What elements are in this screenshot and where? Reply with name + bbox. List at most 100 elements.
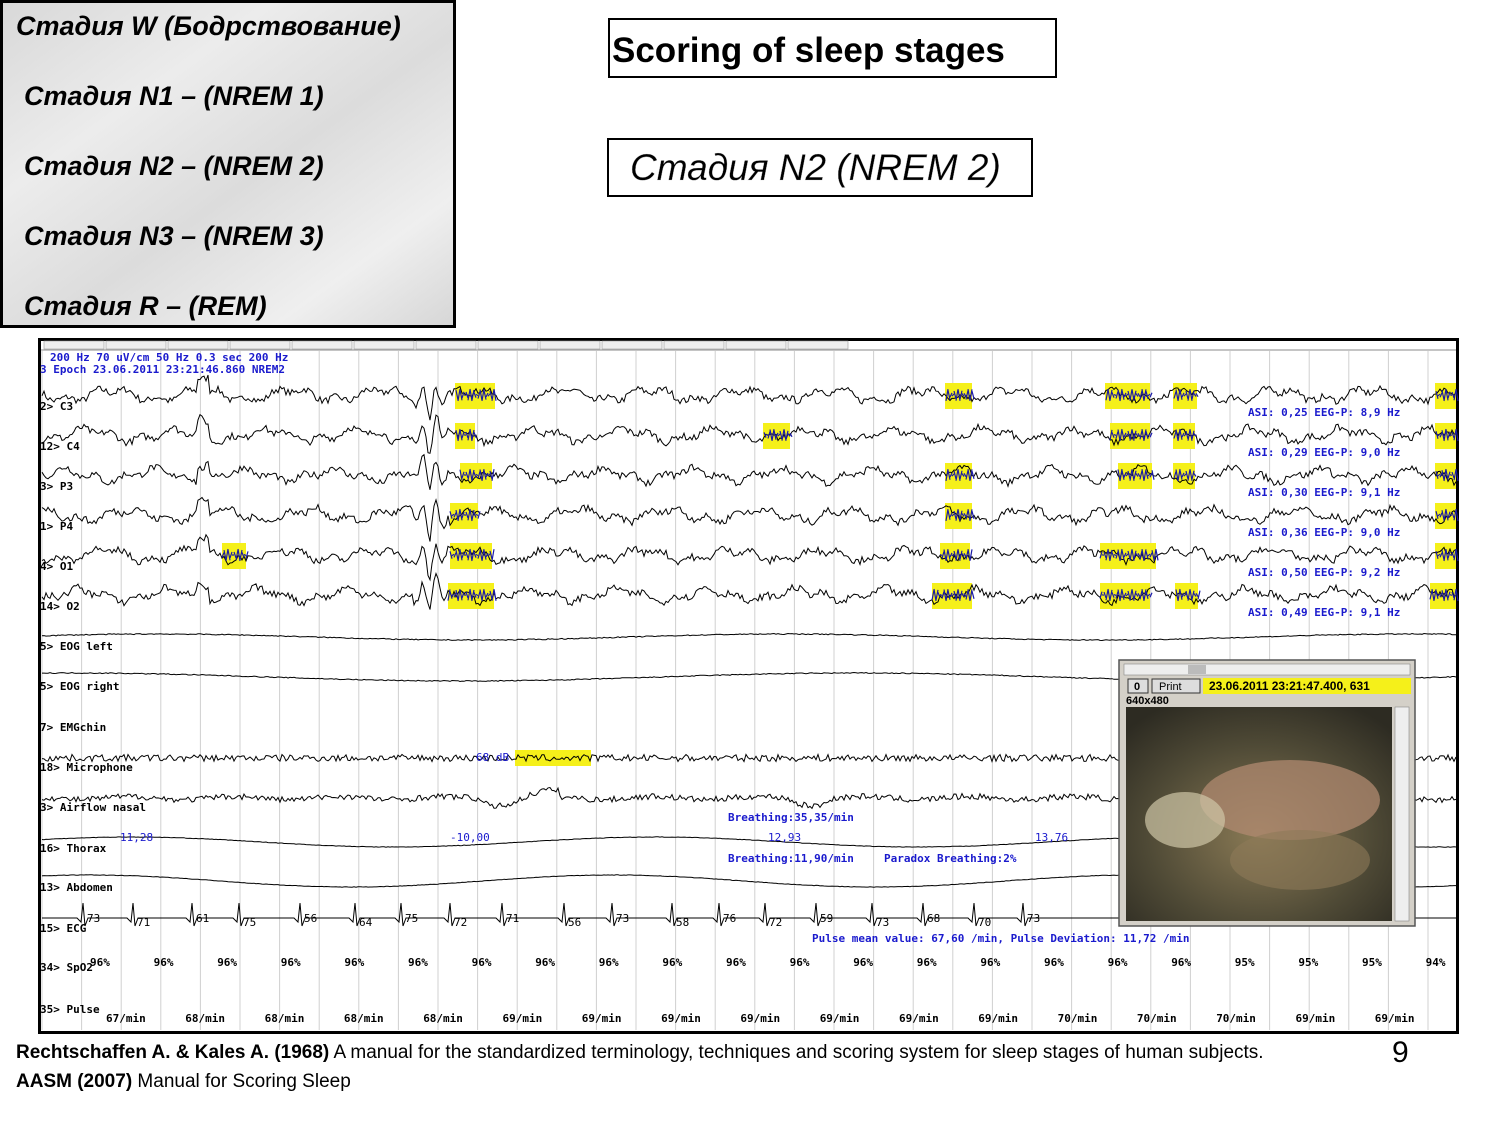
eeg-trace	[41, 374, 1457, 421]
spo2-value: 96%	[535, 956, 555, 969]
heart-rate: 72	[454, 916, 467, 929]
spo2-value: 96%	[662, 956, 682, 969]
eeg-trace	[41, 413, 1457, 454]
heart-rate: 72	[769, 916, 782, 929]
heart-rate: 56	[304, 912, 317, 925]
page-number: 9	[1392, 1036, 1409, 1069]
pulse-value: 68/min	[423, 1012, 463, 1025]
heart-rate: 56	[568, 916, 581, 929]
channel-label: 5> EOG left	[40, 640, 113, 653]
subtitle-box	[607, 138, 1033, 197]
spo2-value: 96%	[1108, 956, 1128, 969]
pulse-value: 67/min	[106, 1012, 146, 1025]
eog-left-trace	[41, 632, 1456, 642]
video-resolution: 640x480	[1126, 695, 1169, 707]
channel-label: 2> C3	[40, 400, 73, 413]
pulse-value: 70/min	[1137, 1012, 1177, 1025]
spindle-trace	[459, 468, 1459, 482]
eeg-trace	[41, 571, 1456, 610]
spo2-value: 96%	[281, 956, 301, 969]
spo2-value: 94%	[1426, 956, 1446, 969]
heart-rate: 58	[676, 916, 689, 929]
heart-rate: 76	[723, 912, 736, 925]
stage-item: Стадия R – (REM)	[24, 291, 267, 321]
video-button	[1127, 678, 1149, 694]
heart-rate: 71	[506, 912, 519, 925]
spindle-highlight	[1175, 583, 1198, 609]
heart-rate: 73	[876, 916, 889, 929]
thorax-value: 12,93	[768, 831, 801, 844]
stage-menu	[0, 0, 456, 328]
channel-label: 18> Microphone	[40, 761, 133, 774]
pulse-value: 68/min	[344, 1012, 384, 1025]
spo2-value: 96%	[472, 956, 492, 969]
eeg-stats: ASI: 0,29 EEG-P: 9,0 Hz	[1248, 446, 1400, 459]
video-scroll-thumb	[1188, 665, 1206, 674]
heart-rate: 73	[87, 912, 100, 925]
pulse-value: 69/min	[1375, 1012, 1415, 1025]
video-figure	[1200, 760, 1380, 840]
spo2-value: 96%	[344, 956, 364, 969]
channel-label: 35> Pulse	[40, 1003, 100, 1016]
toolbar-button	[787, 340, 849, 350]
toolbar-button	[477, 340, 539, 350]
eeg-trace	[41, 453, 1457, 490]
stage-item: Стадия N3 – (NREM 3)	[24, 221, 324, 251]
channel-label: 7> EMGchin	[40, 721, 106, 734]
heart-rate: 71	[137, 916, 150, 929]
channel-label: 13> Abdomen	[40, 881, 113, 894]
spindle-trace	[449, 508, 1459, 522]
channel-label: 12> C4	[40, 440, 80, 453]
spo2-value: 96%	[790, 956, 810, 969]
toolbar-button	[353, 340, 415, 350]
ecg-trace	[42, 902, 1456, 927]
pulse-value: 69/min	[1296, 1012, 1336, 1025]
spindle-trace	[221, 548, 1459, 562]
psg-header: 200 Hz 70 uV/cm 50 Hz 0.3 sec 200 Hz	[50, 351, 288, 364]
pulse-value: 69/min	[503, 1012, 543, 1025]
channel-label: 1> P4	[40, 520, 73, 533]
toolbar-button	[601, 340, 663, 350]
reference: Rechtschaffen A. & Kales A. (1968) A man…	[16, 1040, 1306, 1065]
spo2-value: 96%	[90, 956, 110, 969]
title: Scoring of sleep stages	[612, 31, 1005, 70]
heart-rate: 73	[1027, 912, 1040, 925]
spindle-highlight	[1435, 463, 1456, 489]
pulse-value: 68/min	[185, 1012, 225, 1025]
spo2-value: 96%	[1171, 956, 1191, 969]
pulse-value: 69/min	[740, 1012, 780, 1025]
toolbar-button	[415, 340, 477, 350]
video-button	[1151, 678, 1201, 694]
spo2-value: 96%	[853, 956, 873, 969]
spo2-value: 96%	[154, 956, 174, 969]
heart-rate: 73	[616, 912, 629, 925]
psg-header: 3 Epoch 23.06.2011 23:21:46.860 NREM2	[40, 363, 285, 376]
reference-authors: Rechtschaffen A. & Kales A. (1968)	[16, 1042, 330, 1063]
reference-text: A manual for the standardized terminolog…	[329, 1042, 1264, 1063]
channel-label: 14> O2	[40, 600, 80, 613]
spindle-trace	[455, 428, 1459, 442]
heart-rate: 70	[978, 916, 991, 929]
spindle-highlight	[1435, 503, 1456, 529]
video-button-label: 0	[1134, 681, 1140, 693]
heart-rate: 61	[196, 912, 209, 925]
thorax-value: 11,28	[120, 831, 153, 844]
spo2-value: 96%	[1044, 956, 1064, 969]
title-box	[608, 18, 1057, 78]
video-figure	[1145, 792, 1225, 848]
thorax-value: -10,00	[450, 831, 490, 844]
video-button-label: Print	[1159, 681, 1182, 693]
thorax-value: 13,76	[1035, 831, 1068, 844]
eeg-stats: ASI: 0,50 EEG-P: 9,2 Hz	[1248, 566, 1400, 579]
spo2-value: 96%	[726, 956, 746, 969]
spo2-value: 95%	[1298, 956, 1318, 969]
heart-rate: 59	[820, 912, 833, 925]
video-scrollbar	[1123, 663, 1411, 676]
toolbar-button	[539, 340, 601, 350]
spindle-trace	[455, 388, 1459, 402]
eeg-stats: ASI: 0,36 EEG-P: 9,0 Hz	[1248, 526, 1400, 539]
channel-label: 4> O1	[40, 560, 73, 573]
channel-label: 16> Thorax	[40, 842, 107, 855]
